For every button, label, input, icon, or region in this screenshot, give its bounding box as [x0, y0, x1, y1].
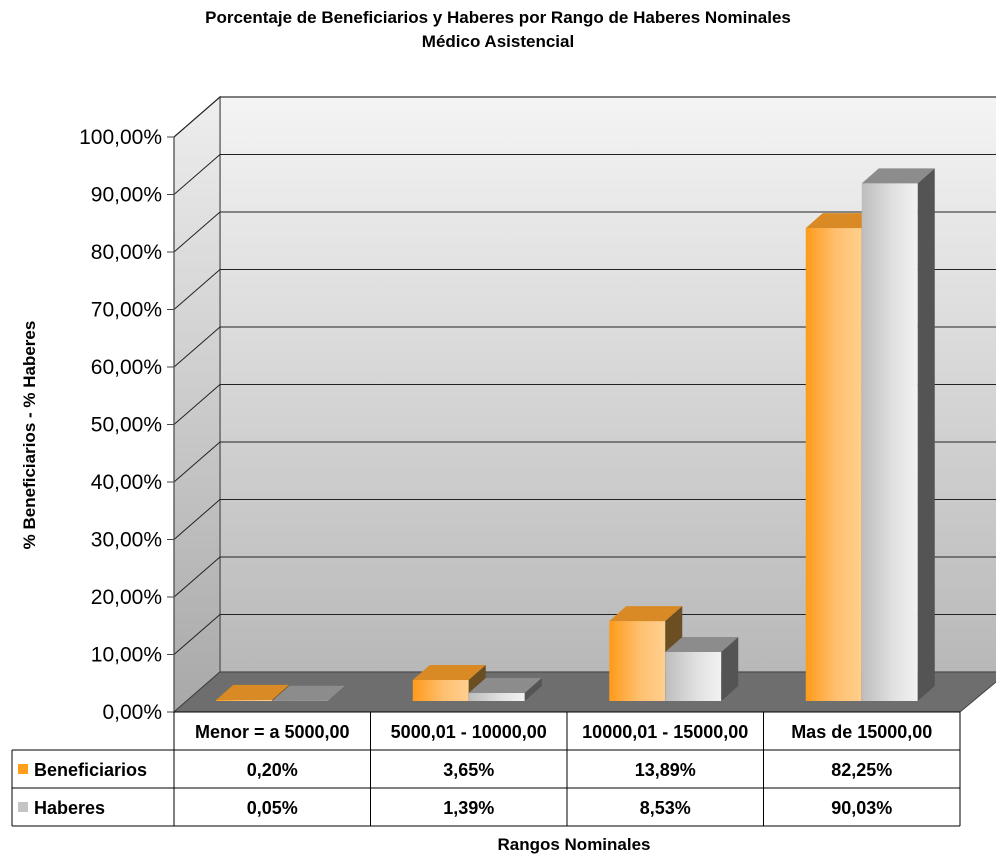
bar-top	[468, 678, 542, 694]
bar-top	[609, 606, 683, 622]
chart-title: Porcentaje de Beneficiarios y Haberes po…	[205, 8, 791, 27]
bar	[468, 678, 542, 701]
gridline	[173, 326, 996, 368]
y-tick-label: 0,00%	[102, 701, 162, 724]
bar	[861, 168, 935, 701]
y-tick-label: 60,00%	[91, 356, 162, 379]
gridline	[173, 154, 996, 195]
data-label: 0,20%	[247, 760, 298, 780]
bar-front	[216, 699, 273, 701]
bar-side	[721, 636, 739, 701]
chart-subtitle: Médico Asistencial	[421, 32, 575, 51]
y-tick-label: 90,00%	[91, 184, 162, 207]
y-tick-label: 30,00%	[91, 529, 162, 552]
data-label: 0,05%	[247, 798, 298, 818]
legend-label: Haberes	[34, 798, 105, 818]
data-label: 3,65%	[443, 760, 494, 780]
x-tick-label: Mas de 15000,00	[791, 722, 932, 742]
data-label: 13,89%	[635, 760, 696, 780]
bar-top	[805, 213, 879, 229]
y-tick-label: 80,00%	[91, 241, 162, 264]
gridline	[173, 269, 996, 310]
gridline	[173, 614, 996, 655]
bar-top	[216, 684, 290, 700]
legend-label: Beneficiarios	[34, 760, 147, 780]
legend-swatch	[18, 802, 28, 812]
data-label: 1,39%	[443, 798, 494, 818]
y-tick-label: 10,00%	[91, 644, 162, 667]
gridline	[173, 556, 996, 598]
gridline	[173, 96, 996, 138]
legend-swatch	[18, 764, 28, 774]
bar-front	[665, 651, 722, 701]
bar-front	[468, 693, 525, 701]
gridline	[173, 441, 996, 483]
bar-front	[805, 228, 862, 701]
bar-front	[412, 680, 469, 701]
bar-top	[412, 665, 486, 681]
y-tick-label: 40,00%	[91, 471, 162, 494]
bar-top	[665, 636, 739, 652]
bar-top	[861, 168, 935, 184]
bar-top	[272, 685, 346, 701]
y-tick-label: 100,00%	[79, 126, 162, 149]
bar	[665, 636, 739, 701]
bar-side	[917, 168, 935, 701]
bar-front	[861, 183, 918, 701]
x-tick-label: Menor = a 5000,00	[195, 722, 350, 742]
data-label: 8,53%	[640, 798, 691, 818]
x-tick-label: 10000,01 - 15000,00	[582, 722, 748, 742]
data-label: 82,25%	[831, 760, 892, 780]
y-tick-label: 50,00%	[91, 414, 162, 437]
bar-front	[609, 621, 666, 701]
data-label: 90,03%	[831, 798, 892, 818]
y-tick-label: 70,00%	[91, 299, 162, 322]
bar	[272, 685, 346, 701]
x-axis-label: Rangos Nominales	[497, 835, 651, 854]
gridline	[173, 211, 996, 253]
bar	[412, 665, 486, 701]
bar-side	[524, 678, 542, 701]
gridline	[173, 384, 996, 425]
bar-side	[328, 685, 346, 701]
gridline	[173, 499, 996, 540]
x-tick-label: 5000,01 - 10000,00	[391, 722, 547, 742]
y-tick-label: 20,00%	[91, 586, 162, 609]
